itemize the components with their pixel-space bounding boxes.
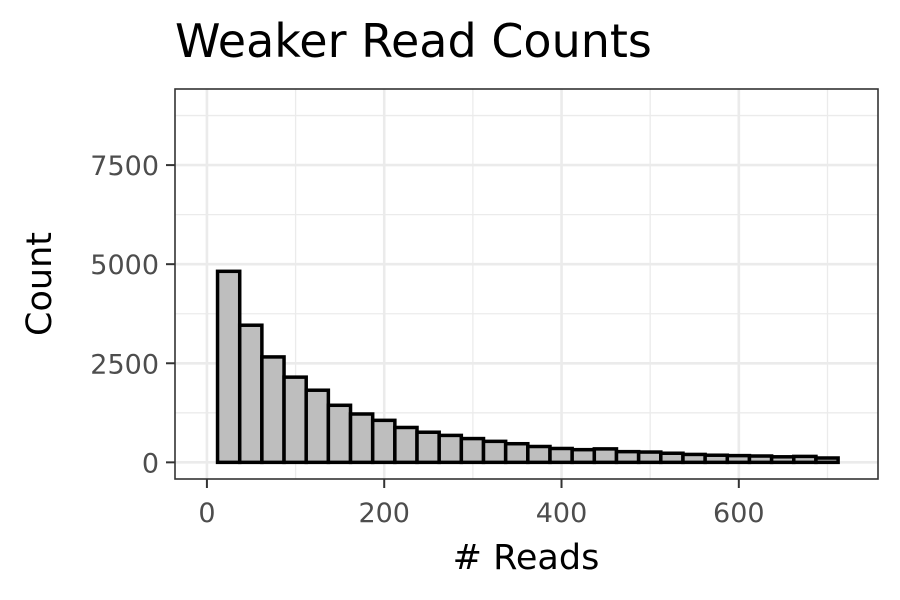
histogram-bar <box>814 456 840 465</box>
x-tick-label: 400 <box>536 498 588 529</box>
histogram-bar <box>437 433 464 465</box>
y-tick-label: 7500 <box>90 151 159 182</box>
histogram-bars <box>215 269 840 465</box>
histogram-bar <box>415 430 441 465</box>
x-tick-label: 600 <box>713 498 765 529</box>
histogram-bar <box>526 444 552 465</box>
y-tick-label: 2500 <box>90 349 159 380</box>
histogram-bar <box>215 269 242 465</box>
histogram-bar <box>459 436 486 465</box>
histogram-bar <box>614 449 641 465</box>
histogram-bar <box>282 375 308 465</box>
histogram-bar <box>348 412 375 465</box>
histogram-bar <box>636 450 663 465</box>
x-axis-title: # Reads <box>453 538 600 578</box>
x-axis-ticks: 0 200 400 600 <box>198 479 765 529</box>
histogram-bar <box>725 453 752 465</box>
histogram-bar <box>570 447 597 465</box>
histogram-bar <box>237 323 264 465</box>
histogram-bar <box>326 403 353 465</box>
histogram-bar <box>260 355 286 465</box>
plot-panel-border <box>174 88 879 480</box>
histogram-bar <box>503 441 530 465</box>
histogram-bar <box>659 451 685 465</box>
y-tick-label: 0 <box>142 448 159 479</box>
histogram-bar <box>370 418 397 465</box>
histogram-bar <box>592 447 619 465</box>
grid-minor <box>175 89 878 479</box>
x-tick-label: 0 <box>198 498 215 529</box>
grid-major <box>175 89 878 479</box>
y-tick-label: 5000 <box>90 250 159 281</box>
histogram-bar <box>393 425 419 465</box>
x-tick-label: 200 <box>358 498 410 529</box>
histogram-bar <box>769 455 796 465</box>
chart-title: Weaker Read Counts <box>175 14 652 68</box>
histogram-bar <box>792 454 818 465</box>
histogram-bar <box>747 454 774 465</box>
y-axis-ticks: 0 2500 5000 7500 <box>90 151 175 479</box>
histogram-bar <box>304 388 331 465</box>
histogram-bar <box>703 453 730 465</box>
histogram-bar <box>481 439 508 465</box>
histogram-bar <box>681 452 707 465</box>
y-axis-title: Count <box>20 232 60 336</box>
histogram-bar <box>548 446 574 465</box>
